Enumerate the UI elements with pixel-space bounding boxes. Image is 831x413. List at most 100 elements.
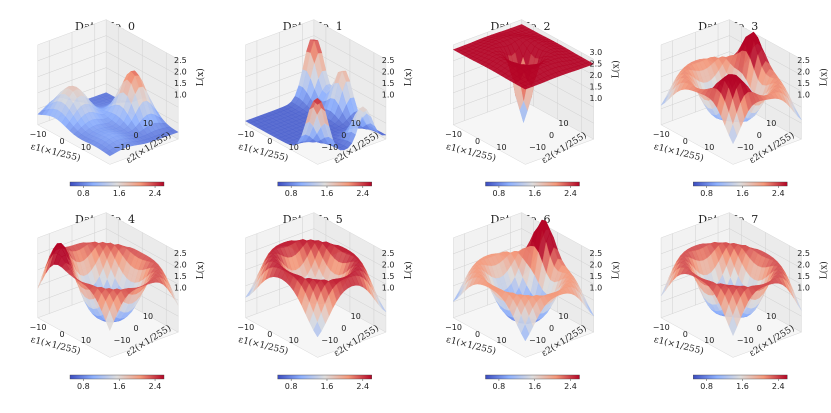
colorbar-tick-label: 1.6 — [736, 382, 749, 391]
z-tick-label: 1.5 — [590, 272, 603, 281]
y-tick-label: 0 — [757, 324, 762, 333]
x-tick-label: 0 — [683, 330, 688, 339]
x-tick-label: −10 — [445, 130, 462, 139]
panel-data-2: Data No. 23.02.52.01.51.0L(x)−10010ε1(×1… — [445, 19, 622, 198]
colorbar-tick-label: 0.8 — [77, 189, 90, 198]
z-tick-label: 1.0 — [590, 284, 603, 293]
z-axis-label: L(x) — [195, 68, 206, 86]
surface — [660, 31, 802, 145]
z-tick-label: 2.5 — [590, 60, 603, 69]
colorbar-tick-label: 2.4 — [149, 382, 162, 391]
x-tick-label: 0 — [683, 137, 688, 146]
colorbar-tick-label: 1.6 — [528, 382, 541, 391]
y-tick-label: −10 — [321, 336, 338, 345]
z-tick-label: 1.5 — [797, 272, 810, 281]
panel-data-0: Data No. 02.52.01.51.0L(x)−10010ε1(×1/25… — [30, 19, 206, 198]
x-tick-label: −10 — [445, 323, 462, 332]
z-axis-label: L(x) — [818, 68, 829, 86]
panel-data-7: Data No. 72.52.01.51.0L(x)−10010ε1(×1/25… — [653, 212, 829, 391]
z-tick-label: 1.0 — [590, 94, 603, 103]
panel-data-1: Data No. 12.52.01.51.0L(x)−10010ε1(×1/25… — [237, 19, 414, 198]
y-tick-label: 0 — [133, 131, 138, 140]
z-tick-label: 1.0 — [797, 91, 810, 100]
colorbar — [485, 374, 580, 380]
z-tick-label: 2.0 — [590, 71, 603, 80]
x-tick-label: 0 — [267, 330, 272, 339]
grid-line — [37, 35, 179, 76]
surface — [37, 70, 179, 157]
grid-line — [245, 35, 387, 76]
surface-facet — [105, 150, 114, 157]
x-tick-label: 10 — [81, 143, 91, 152]
z-tick-label: 2.0 — [382, 68, 395, 77]
x-tick-label: −10 — [30, 323, 47, 332]
x-tick-label: 0 — [59, 137, 64, 146]
z-tick-label: 2.5 — [174, 249, 187, 258]
x-tick-label: −10 — [653, 323, 670, 332]
z-tick-label: 1.0 — [382, 284, 395, 293]
z-tick-label: 1.0 — [382, 91, 395, 100]
y-tick-label: −10 — [321, 143, 338, 152]
surface-facet — [728, 124, 738, 145]
z-tick-label: 2.0 — [174, 261, 187, 270]
z-tick-label: 2.0 — [382, 261, 395, 270]
surface-facet — [521, 324, 530, 342]
colorbar-tick-label: 2.4 — [772, 382, 785, 391]
z-tick-label: 2.0 — [797, 261, 810, 270]
z-tick-label: 2.5 — [382, 56, 395, 65]
y-tick-label: 10 — [351, 312, 361, 321]
z-axis-label: L(x) — [403, 261, 414, 279]
colorbar — [485, 181, 580, 187]
surface-facet — [313, 321, 322, 338]
x-tick-label: 10 — [81, 336, 91, 345]
x-tick-label: 10 — [496, 336, 506, 345]
z-tick-label: 2.0 — [174, 68, 187, 77]
colorbar-tick-label: 2.4 — [149, 189, 162, 198]
grid-line — [245, 228, 387, 269]
y-tick-label: −10 — [737, 336, 754, 345]
z-tick-label: 2.5 — [382, 249, 395, 258]
z-tick-label: 1.0 — [797, 284, 810, 293]
panel-data-4: Data No. 42.52.01.51.0L(x)−10010ε1(×1/25… — [30, 212, 206, 391]
surface-facet — [105, 310, 114, 332]
x-tick-label: −10 — [237, 323, 254, 332]
x-tick-label: −10 — [653, 130, 670, 139]
colorbar-tick-label: 2.4 — [356, 189, 369, 198]
z-axis-label: L(x) — [195, 261, 206, 279]
y-tick-label: −10 — [529, 143, 546, 152]
z-tick-label: 1.5 — [174, 79, 187, 88]
surface — [453, 219, 594, 342]
z-tick-label: 1.5 — [590, 83, 603, 92]
colorbar — [693, 374, 788, 380]
y-tick-label: −10 — [737, 143, 754, 152]
colorbar-tick-label: 0.8 — [285, 189, 298, 198]
z-tick-label: 1.5 — [382, 272, 395, 281]
y-tick-label: 10 — [143, 312, 153, 321]
z-tick-label: 1.5 — [382, 79, 395, 88]
surface — [660, 241, 802, 337]
surface — [37, 241, 179, 332]
colorbar-tick-label: 2.4 — [564, 382, 577, 391]
y-tick-label: 10 — [143, 119, 153, 128]
y-tick-label: −10 — [114, 143, 131, 152]
z-tick-label: 2.5 — [797, 249, 810, 258]
z-tick-label: 2.5 — [174, 56, 187, 65]
colorbar-tick-label: 1.6 — [113, 382, 126, 391]
grid-line — [453, 244, 594, 285]
z-tick-label: 2.0 — [590, 261, 603, 270]
floor-pane — [452, 99, 595, 165]
z-tick-label: 1.5 — [174, 272, 187, 281]
y-tick-label: −10 — [114, 336, 131, 345]
colorbar-tick-label: 1.6 — [113, 189, 126, 198]
x-tick-label: 0 — [475, 137, 480, 146]
y-tick-label: 0 — [133, 324, 138, 333]
colorbar-tick-label: 2.4 — [772, 189, 785, 198]
z-tick-label: 3.0 — [590, 48, 603, 57]
y-tick-label: 10 — [351, 119, 361, 128]
colorbar-tick-label: 2.4 — [564, 189, 577, 198]
colorbar-tick-label: 0.8 — [285, 382, 298, 391]
z-tick-label: 1.0 — [174, 91, 187, 100]
panel-data-6: Data No. 62.52.01.51.0L(x)−10010ε1(×1/25… — [445, 212, 622, 391]
x-tick-label: 10 — [704, 143, 714, 152]
